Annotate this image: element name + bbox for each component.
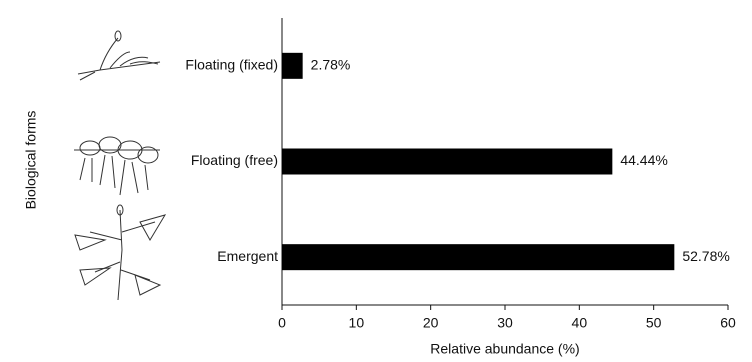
value-label: 2.78% — [311, 57, 351, 73]
x-tick-label: 0 — [278, 315, 286, 331]
y-tick-label: Emergent — [217, 248, 278, 264]
value-label: 52.78% — [682, 248, 729, 264]
x-tick-label: 20 — [423, 315, 439, 331]
chart: Biological forms Relative abundance (%) … — [0, 0, 752, 362]
y-tick-label: Floating (free) — [191, 152, 278, 168]
bar — [282, 149, 612, 175]
plant-icon — [78, 31, 160, 80]
y-tick-label: Floating (fixed) — [185, 57, 278, 73]
bar — [282, 53, 303, 79]
x-tick-label: 40 — [572, 315, 588, 331]
x-tick-label: 30 — [497, 315, 513, 331]
bar — [282, 244, 674, 270]
x-tick-label: 10 — [349, 315, 365, 331]
y-axis-label: Biological forms — [23, 111, 39, 210]
x-tick-label: 50 — [646, 315, 662, 331]
plant-icon — [74, 137, 160, 195]
x-tick-label: 60 — [720, 315, 736, 331]
x-axis-label: Relative abundance (%) — [430, 341, 579, 357]
plant-icon — [75, 205, 165, 300]
value-label: 44.44% — [620, 152, 667, 168]
